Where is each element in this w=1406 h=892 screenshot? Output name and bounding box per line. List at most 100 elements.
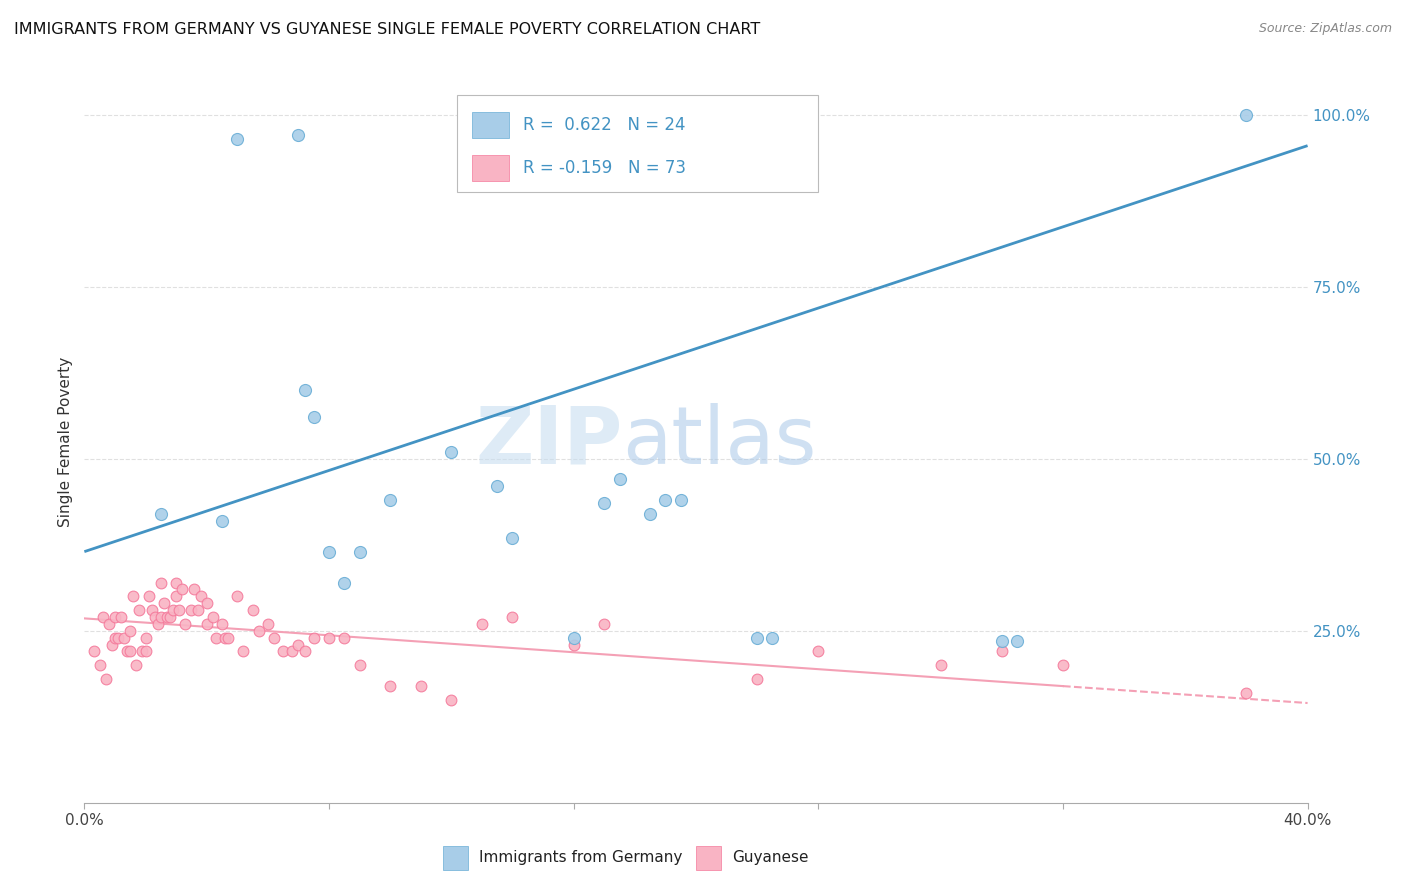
Point xyxy=(162,603,184,617)
Point xyxy=(380,679,402,693)
Point xyxy=(226,590,249,604)
Point xyxy=(318,631,340,645)
Point xyxy=(333,575,356,590)
Bar xyxy=(472,112,509,137)
Point xyxy=(287,638,309,652)
Text: Immigrants from Germany: Immigrants from Germany xyxy=(479,850,683,865)
Point xyxy=(172,582,194,597)
Text: Guyanese: Guyanese xyxy=(733,850,808,865)
Text: ZIP: ZIP xyxy=(475,402,623,481)
Point xyxy=(609,472,631,486)
Point xyxy=(593,616,616,631)
Point xyxy=(156,610,179,624)
Point xyxy=(593,496,616,510)
Point xyxy=(91,610,114,624)
Point xyxy=(159,610,181,624)
Point xyxy=(242,603,264,617)
Point xyxy=(149,507,172,521)
Point xyxy=(135,631,157,645)
Point xyxy=(409,679,432,693)
Point xyxy=(205,631,228,645)
Text: Source: ZipAtlas.com: Source: ZipAtlas.com xyxy=(1258,22,1392,36)
Point xyxy=(128,603,150,617)
Point xyxy=(654,493,676,508)
Point xyxy=(349,544,371,558)
Point xyxy=(190,590,212,604)
Point xyxy=(1052,658,1074,673)
Point xyxy=(195,616,218,631)
Point xyxy=(149,610,172,624)
Point xyxy=(104,631,127,645)
Point xyxy=(104,610,127,624)
Point xyxy=(502,531,524,545)
Point xyxy=(83,644,105,658)
Point xyxy=(502,610,524,624)
Bar xyxy=(472,154,509,180)
Point xyxy=(807,644,830,658)
Point xyxy=(165,575,187,590)
Point xyxy=(991,644,1014,658)
Point xyxy=(747,672,769,686)
Point xyxy=(349,658,371,673)
Point xyxy=(135,644,157,658)
Point xyxy=(120,644,142,658)
Point xyxy=(471,616,494,631)
Point xyxy=(271,644,294,658)
Text: atlas: atlas xyxy=(623,402,817,481)
Point xyxy=(1236,686,1258,700)
Point xyxy=(122,590,145,604)
Point xyxy=(1236,108,1258,122)
Point xyxy=(294,383,316,397)
Point xyxy=(991,634,1014,648)
Point xyxy=(201,610,224,624)
Point xyxy=(138,590,160,604)
Point xyxy=(167,603,190,617)
Point xyxy=(287,128,309,143)
Text: R = -0.159   N = 73: R = -0.159 N = 73 xyxy=(523,159,686,177)
Point xyxy=(257,616,280,631)
Point xyxy=(281,644,304,658)
Point xyxy=(110,610,132,624)
Text: R =  0.622   N = 24: R = 0.622 N = 24 xyxy=(523,116,686,134)
Point xyxy=(747,631,769,645)
Point xyxy=(165,590,187,604)
Text: IMMIGRANTS FROM GERMANY VS GUYANESE SINGLE FEMALE POVERTY CORRELATION CHART: IMMIGRANTS FROM GERMANY VS GUYANESE SING… xyxy=(14,22,761,37)
Point xyxy=(211,616,233,631)
Point xyxy=(214,631,236,645)
Point xyxy=(486,479,509,493)
Point xyxy=(149,575,172,590)
Point xyxy=(115,644,138,658)
Point xyxy=(125,658,148,673)
Point xyxy=(562,638,585,652)
Point xyxy=(440,692,463,706)
Point xyxy=(186,603,208,617)
Point xyxy=(302,410,325,425)
Point xyxy=(143,610,166,624)
Point xyxy=(217,631,239,645)
Point xyxy=(180,603,202,617)
Point xyxy=(141,603,163,617)
Point xyxy=(380,493,402,508)
Y-axis label: Single Female Poverty: Single Female Poverty xyxy=(58,357,73,526)
Point xyxy=(94,672,117,686)
Point xyxy=(232,644,254,658)
Point xyxy=(183,582,205,597)
Point xyxy=(174,616,197,631)
Point xyxy=(226,132,249,146)
Point xyxy=(263,631,285,645)
Point xyxy=(440,445,463,459)
Point xyxy=(929,658,952,673)
Point xyxy=(761,631,783,645)
Point xyxy=(669,493,692,508)
Point xyxy=(562,631,585,645)
Point xyxy=(146,616,169,631)
Point xyxy=(107,631,129,645)
Point xyxy=(318,544,340,558)
Point xyxy=(1005,634,1028,648)
Point xyxy=(302,631,325,645)
Point xyxy=(638,507,661,521)
Point xyxy=(333,631,356,645)
Point xyxy=(247,624,270,638)
Point xyxy=(211,514,233,528)
Point xyxy=(294,644,316,658)
